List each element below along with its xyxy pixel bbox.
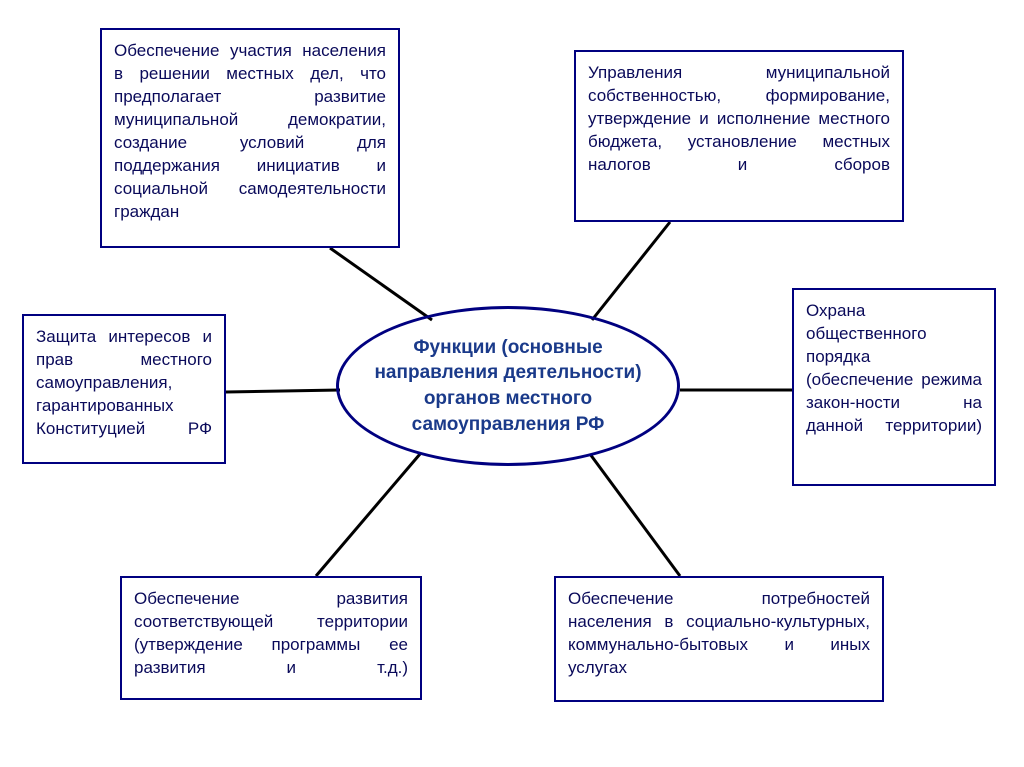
node-text: Обеспечение участия населения в решении …	[114, 41, 386, 221]
node-text: Управления муниципальной собственностью,…	[588, 63, 890, 174]
node-development: Обеспечение развития соответствующей тер…	[120, 576, 422, 700]
node-rights: Защита интересов и прав местного самоупр…	[22, 314, 226, 464]
node-text: Охрана общественного порядка (обеспечени…	[806, 301, 982, 435]
edge	[226, 390, 340, 392]
node-text: Обеспечение потребностей населения в соц…	[568, 589, 870, 677]
node-order: Охрана общественного порядка (обеспечени…	[792, 288, 996, 486]
node-services: Обеспечение потребностей населения в соц…	[554, 576, 884, 702]
node-participation: Обеспечение участия населения в решении …	[100, 28, 400, 248]
edge	[592, 222, 670, 320]
center-node-text: Функции (основные направления деятельнос…	[369, 335, 647, 438]
edge	[330, 248, 432, 320]
edge	[316, 454, 420, 576]
center-node: Функции (основные направления деятельнос…	[336, 306, 680, 466]
node-text: Защита интересов и прав местного самоупр…	[36, 327, 212, 438]
edge	[590, 454, 680, 576]
node-text: Обеспечение развития соответствующей тер…	[134, 589, 408, 677]
node-property: Управления муниципальной собственностью,…	[574, 50, 904, 222]
